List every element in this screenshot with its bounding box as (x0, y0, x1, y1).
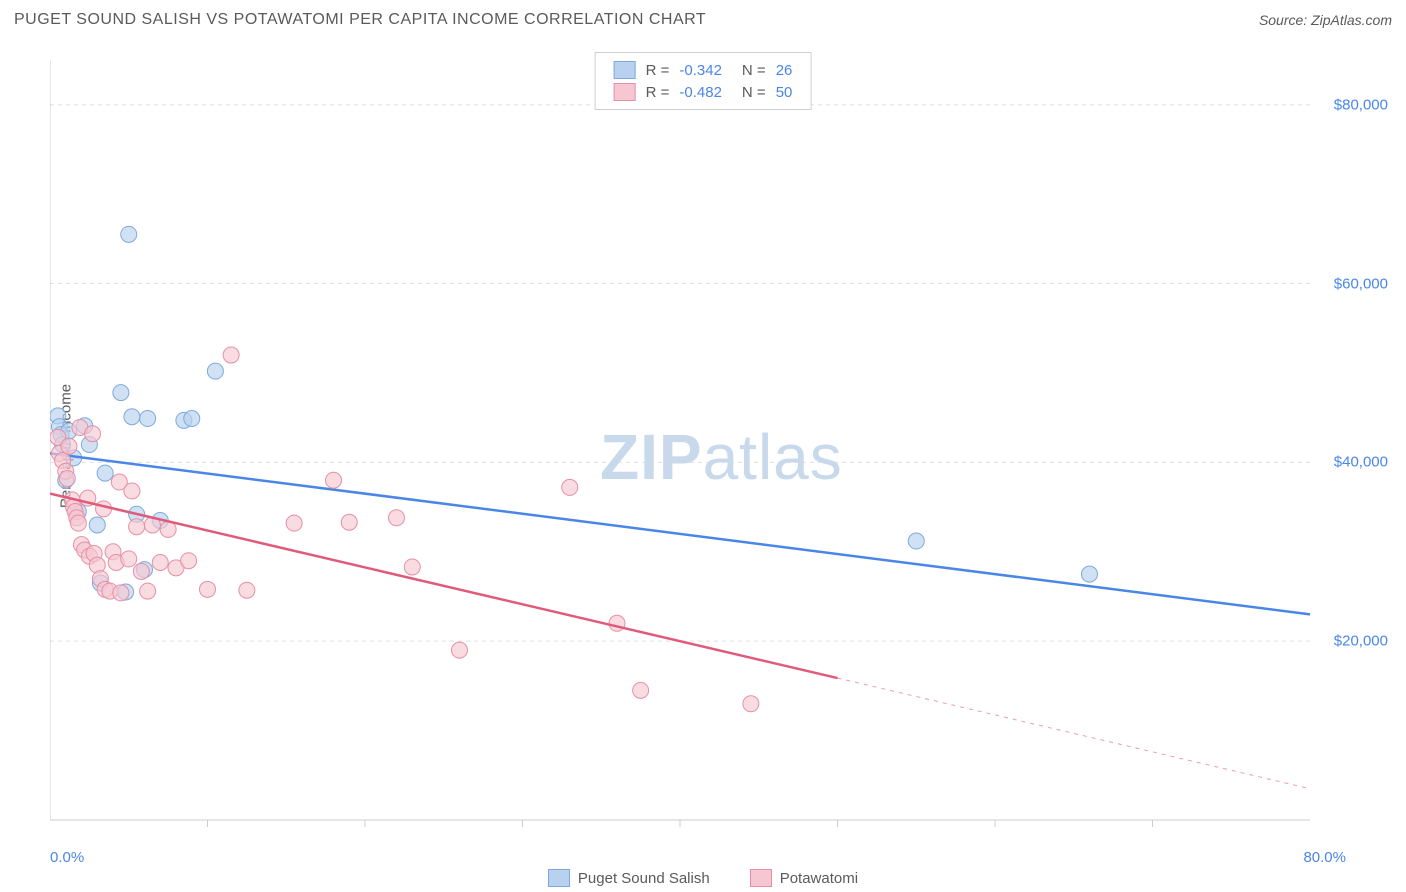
plot-area (50, 50, 1330, 840)
chart-header: PUGET SOUND SALISH VS POTAWATOMI PER CAP… (0, 0, 1406, 40)
corr-n-label-1: N = (742, 62, 766, 79)
legend-label-1: Puget Sound Salish (578, 870, 710, 887)
x-axis-max-label: 80.0% (1303, 849, 1346, 866)
legend-swatch-2 (750, 869, 772, 887)
legend-item-2: Potawatomi (750, 869, 858, 887)
y-tick-label: $80,000 (1334, 96, 1388, 113)
correlation-row-2: R = -0.482 N = 50 (614, 81, 793, 103)
corr-n-value-2: 50 (776, 84, 793, 101)
corr-r-label-2: R = (646, 84, 670, 101)
y-tick-label: $60,000 (1334, 275, 1388, 292)
corr-r-label-1: R = (646, 62, 670, 79)
corr-swatch-2 (614, 83, 636, 101)
chart-source: Source: ZipAtlas.com (1259, 12, 1392, 28)
chart-title: PUGET SOUND SALISH VS POTAWATOMI PER CAP… (14, 11, 706, 29)
series-legend: Puget Sound Salish Potawatomi (0, 869, 1406, 887)
corr-r-value-2: -0.482 (679, 84, 722, 101)
corr-r-value-1: -0.342 (679, 62, 722, 79)
scatter-plot-svg (50, 50, 1330, 840)
corr-n-value-1: 26 (776, 62, 793, 79)
correlation-row-1: R = -0.342 N = 26 (614, 59, 793, 81)
legend-swatch-1 (548, 869, 570, 887)
y-tick-label: $20,000 (1334, 633, 1388, 650)
corr-swatch-1 (614, 61, 636, 79)
corr-n-label-2: N = (742, 84, 766, 101)
correlation-legend: R = -0.342 N = 26 R = -0.482 N = 50 (595, 52, 812, 110)
x-axis-min-label: 0.0% (50, 849, 84, 866)
legend-item-1: Puget Sound Salish (548, 869, 710, 887)
legend-label-2: Potawatomi (780, 870, 858, 887)
y-tick-label: $40,000 (1334, 454, 1388, 471)
